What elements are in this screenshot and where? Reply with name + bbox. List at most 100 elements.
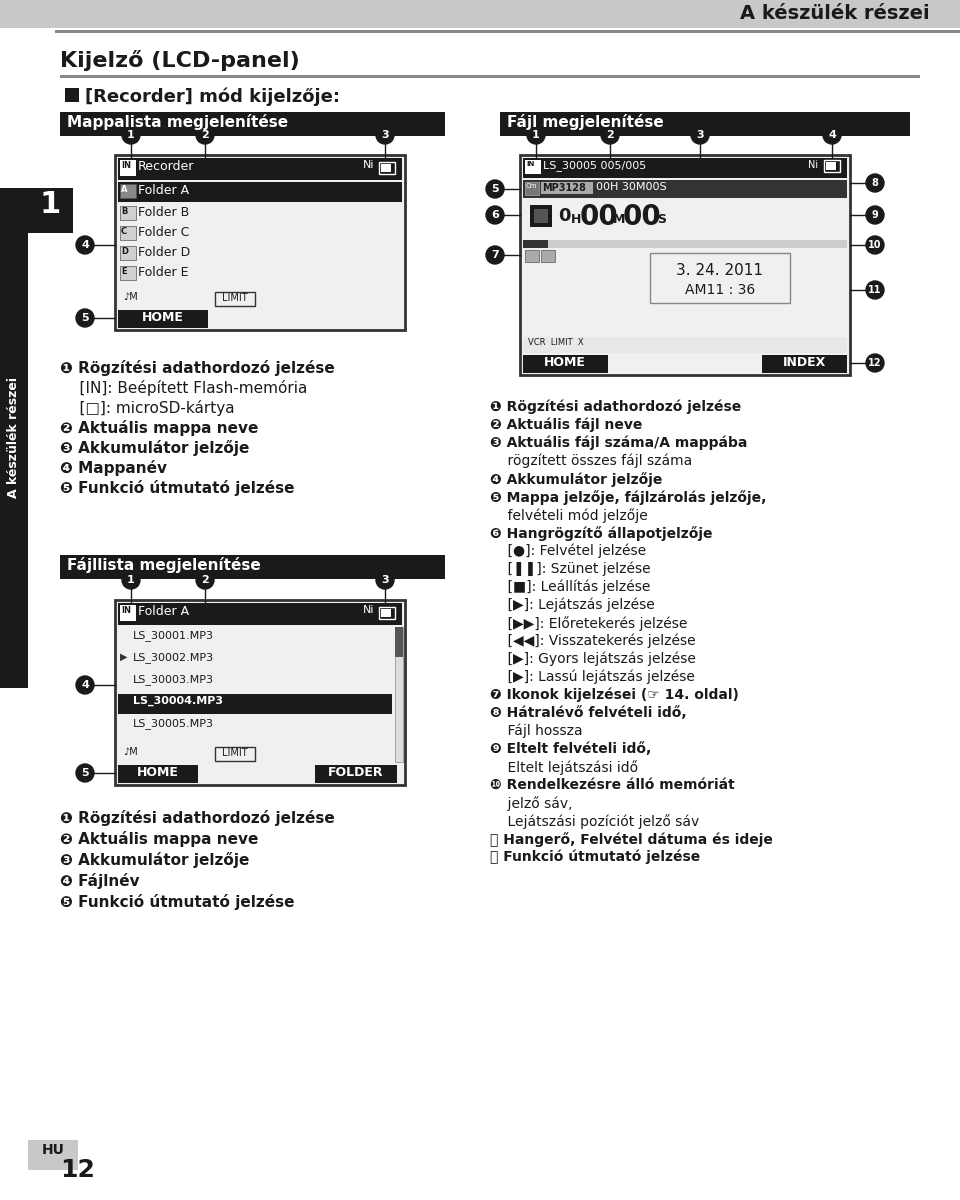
Bar [0, 188, 28, 688]
Bar [118, 182, 402, 202]
Text: 1: 1 [127, 130, 134, 140]
Circle shape [122, 571, 140, 589]
Bar [395, 626, 403, 658]
Text: Mappalista megjelenítése: Mappalista megjelenítése [67, 114, 288, 130]
Text: ❼ Ikonok kijelzései (☞ 14. oldal): ❼ Ikonok kijelzései (☞ 14. oldal) [490, 688, 739, 702]
Text: ⓬ Funkció útmutató jelzése: ⓬ Funkció útmutató jelzése [490, 850, 700, 864]
Bar [500, 112, 910, 136]
Text: 4: 4 [828, 130, 836, 140]
Text: 1: 1 [127, 575, 134, 584]
Text: ❶ Rögzítési adathordozó jelzése: ❶ Rögzítési adathordozó jelzése [490, 400, 741, 414]
Circle shape [196, 571, 214, 589]
Text: HOME: HOME [544, 356, 586, 370]
Text: LIMIT: LIMIT [222, 293, 248, 302]
Text: 0: 0 [558, 206, 570, 226]
Bar [523, 180, 847, 198]
Text: ❻ Hangrögzítő állapotjelzője: ❻ Hangrögzítő állapotjelzője [490, 526, 712, 541]
Bar [118, 766, 198, 782]
Text: ❿ Rendelkezésre álló memóriát: ❿ Rendelkezésre álló memóriát [490, 778, 734, 792]
Text: 12: 12 [60, 1158, 95, 1182]
Text: Ni: Ni [808, 160, 818, 170]
Bar [523, 240, 548, 248]
Circle shape [866, 236, 884, 254]
Text: LS_30005 005/005: LS_30005 005/005 [543, 160, 646, 170]
Text: Ni: Ni [363, 160, 374, 170]
Bar [395, 626, 403, 762]
Text: 11: 11 [868, 284, 881, 295]
Text: 8: 8 [872, 178, 878, 188]
Text: INDEX: INDEX [783, 356, 827, 370]
Circle shape [196, 126, 214, 144]
Bar [523, 240, 847, 248]
Bar [523, 337, 847, 353]
Text: M: M [613, 214, 625, 226]
Text: 00: 00 [580, 203, 619, 230]
Text: 4: 4 [81, 240, 89, 250]
Bar [118, 694, 392, 714]
Text: 00: 00 [623, 203, 661, 230]
Text: 1: 1 [532, 130, 540, 140]
Text: LS_30004.MP3: LS_30004.MP3 [133, 696, 223, 707]
Text: A készülék részei: A készülék részei [8, 378, 20, 498]
Text: LS_30002.MP3: LS_30002.MP3 [133, 652, 214, 662]
Text: LS_30001.MP3: LS_30001.MP3 [133, 630, 214, 641]
Bar [523, 355, 608, 373]
Bar [0, 0, 960, 28]
Text: jelző sáv,: jelző sáv, [490, 796, 572, 811]
Text: FOLDER: FOLDER [328, 766, 384, 779]
Text: ❷ Aktuális mappa neve: ❷ Aktuális mappa neve [60, 420, 258, 436]
Bar [28, 188, 73, 233]
Text: Fájllista megjelenítése: Fájllista megjelenítése [67, 557, 261, 572]
Bar [650, 253, 790, 302]
Text: ♪M: ♪M [123, 746, 137, 757]
Text: H: H [571, 214, 582, 226]
Text: 5: 5 [492, 184, 499, 194]
Circle shape [76, 236, 94, 254]
Text: [▶]: Lassú lejátszás jelzése: [▶]: Lassú lejátszás jelzése [490, 670, 695, 684]
Circle shape [527, 126, 545, 144]
Text: ❶ Rögzítési adathordozó jelzése: ❶ Rögzítési adathordozó jelzése [60, 360, 335, 376]
Text: [■]: Leállítás jelzése: [■]: Leállítás jelzése [490, 580, 650, 594]
Text: C: C [121, 227, 127, 236]
Text: ❾ Eltelt felvételi idő,: ❾ Eltelt felvételi idő, [490, 742, 651, 756]
Text: IN: IN [526, 161, 535, 167]
Text: ❸ Aktuális fájl száma/A mappába: ❸ Aktuális fájl száma/A mappába [490, 436, 748, 450]
Text: ❺ Funkció útmutató jelzése: ❺ Funkció útmutató jelzése [60, 480, 295, 496]
Bar [118, 158, 402, 180]
Text: Folder A: Folder A [138, 605, 189, 618]
Bar [215, 292, 255, 306]
Text: A: A [121, 185, 128, 194]
Text: Cm: Cm [526, 182, 538, 188]
Text: ❺ Mappa jelzője, fájlzárolás jelzője,: ❺ Mappa jelzője, fájlzárolás jelzője, [490, 490, 766, 505]
Text: 2: 2 [202, 130, 209, 140]
Text: felvételi mód jelzője: felvételi mód jelzője [490, 508, 648, 523]
Text: [□]: microSD-kártya: [□]: microSD-kártya [60, 400, 234, 416]
Text: ❹ Akkumulátor jelzője: ❹ Akkumulátor jelzője [490, 472, 662, 487]
Text: [●]: Felvétel jelzése: [●]: Felvétel jelzése [490, 544, 646, 558]
Bar [60, 112, 445, 136]
Text: IN: IN [121, 606, 131, 614]
Text: 2: 2 [202, 575, 209, 584]
Text: ❹ Mappanév: ❹ Mappanév [60, 460, 167, 476]
Text: ❶ Rögzítési adathordozó jelzése: ❶ Rögzítési adathordozó jelzése [60, 810, 335, 826]
Bar [826, 162, 836, 170]
Circle shape [866, 354, 884, 372]
Text: Fájl megjelenítése: Fájl megjelenítése [507, 114, 663, 130]
Text: HU: HU [41, 1142, 64, 1157]
Text: 2: 2 [606, 130, 613, 140]
Circle shape [76, 764, 94, 782]
Bar [525, 250, 539, 262]
Bar [60, 74, 920, 78]
Text: ⓫ Hangerő, Felvétel dátuma és ideje: ⓫ Hangerő, Felvétel dátuma és ideje [490, 832, 773, 847]
Bar [120, 266, 136, 280]
Circle shape [691, 126, 709, 144]
Text: D: D [121, 247, 128, 256]
Bar [60, 554, 445, 578]
Text: Folder D: Folder D [138, 246, 190, 259]
Circle shape [486, 246, 504, 264]
Bar [379, 607, 395, 619]
Text: 5: 5 [82, 313, 89, 323]
Text: 00H 30M00S: 00H 30M00S [596, 182, 666, 192]
Bar [120, 160, 136, 176]
Circle shape [486, 206, 504, 224]
